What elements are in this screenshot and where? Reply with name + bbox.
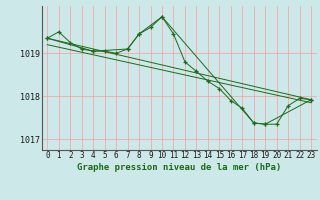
X-axis label: Graphe pression niveau de la mer (hPa): Graphe pression niveau de la mer (hPa) — [77, 163, 281, 172]
